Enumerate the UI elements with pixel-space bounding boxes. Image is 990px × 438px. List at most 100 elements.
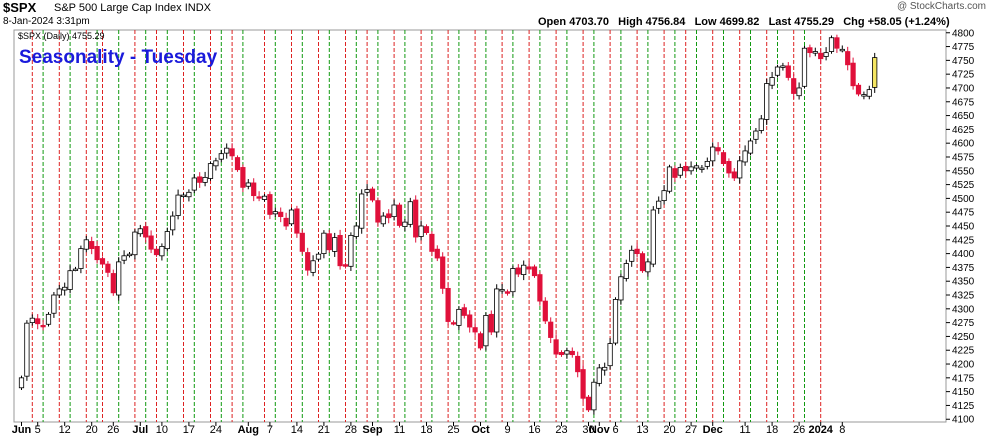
y-tick-label: 4425 <box>952 235 975 246</box>
candle-body <box>213 160 219 167</box>
candle-body <box>850 62 856 87</box>
candle-body <box>396 204 403 226</box>
candle-body <box>526 266 532 270</box>
x-tick-label: 26 <box>107 424 119 436</box>
candle-body <box>645 261 651 273</box>
candle-body <box>18 377 25 389</box>
y-tick-label: 4150 <box>952 387 975 398</box>
candle-body <box>591 381 597 411</box>
candle-body <box>342 264 349 267</box>
y-tick-label: 4675 <box>952 97 975 108</box>
candle-body <box>623 263 629 279</box>
candle-body <box>791 78 797 94</box>
candle-body <box>29 317 35 324</box>
x-tick-label: 10 <box>156 424 168 436</box>
candle-body <box>834 37 840 49</box>
candle-body <box>845 51 851 66</box>
candle-body <box>386 213 392 219</box>
candle-body <box>116 261 122 296</box>
date-label: 8-Jan-2024 3:31pm <box>3 16 90 27</box>
candle-body <box>753 130 759 140</box>
candle-body <box>467 314 473 328</box>
candle-body <box>855 84 862 95</box>
candles <box>18 34 878 415</box>
candle-body <box>764 83 770 120</box>
candle-body <box>521 264 527 275</box>
ohlc-readout: Open 4703.70 High 4756.84 Low 4699.82 La… <box>538 16 950 28</box>
candle-body <box>72 268 79 271</box>
candle-body <box>218 153 224 160</box>
candle-body <box>402 221 408 227</box>
candle-body <box>418 225 424 237</box>
candle-body <box>445 287 451 322</box>
candle-body <box>872 57 878 88</box>
candle-body <box>720 152 727 165</box>
candle-body <box>494 288 500 333</box>
candle-body <box>704 161 710 167</box>
candle-body <box>602 366 608 371</box>
candle-body <box>774 66 781 76</box>
x-tick-label: 18 <box>420 424 432 436</box>
x-tick-label: Nov <box>589 424 611 436</box>
series-legend: $SPX (Daily) 4755.29 <box>18 31 105 41</box>
y-tick-label: 4725 <box>952 70 975 81</box>
candle-body <box>461 307 467 316</box>
x-tick-label: 18 <box>766 424 778 436</box>
candle-body <box>175 194 181 216</box>
y-tick-label: 4500 <box>952 194 975 205</box>
y-tick-label: 4100 <box>952 415 975 426</box>
candle-body <box>240 167 246 188</box>
x-tick-label: 17 <box>183 424 195 436</box>
candle-body <box>202 177 208 183</box>
candle-body <box>499 289 505 292</box>
candle-body <box>629 249 635 262</box>
candle-body <box>186 191 192 198</box>
y-tick-label: 4600 <box>952 139 975 150</box>
tuesday-lines <box>31 30 822 422</box>
candle-body <box>56 288 62 296</box>
x-tick-label: 12 <box>59 424 71 436</box>
candle-body <box>380 215 386 225</box>
candle-body <box>429 233 435 252</box>
x-tick-label: 20 <box>86 424 98 436</box>
candle-body <box>747 140 754 154</box>
candle-body <box>450 322 457 325</box>
candle-body <box>261 195 268 200</box>
candle-body <box>224 147 230 154</box>
x-tick-label: 16 <box>528 424 540 436</box>
candle-body <box>510 268 516 293</box>
x-tick-label: 21 <box>318 424 330 436</box>
candle-body <box>558 352 565 356</box>
candle-body <box>488 313 494 333</box>
x-tick-label: Dec <box>703 424 723 436</box>
y-tick-label: 4350 <box>952 277 975 288</box>
candle-body <box>251 182 257 197</box>
candle-body <box>310 260 316 273</box>
index-name: S&P 500 Large Cap Index INDX <box>54 2 211 14</box>
x-tick-label: 24 <box>210 424 222 436</box>
y-tick-label: 4475 <box>952 208 975 219</box>
y-tick-label: 4200 <box>952 360 975 371</box>
candle-body <box>796 87 802 97</box>
candle-body <box>89 241 95 250</box>
candle-body <box>683 165 689 172</box>
candle-body <box>504 291 511 294</box>
watermark: @ StockCharts.com <box>896 1 986 12</box>
candle-body <box>639 253 646 272</box>
x-tick-label: 9 <box>504 424 510 436</box>
candle-body <box>359 193 365 229</box>
candle-body <box>256 196 262 199</box>
y-tick-label: 4775 <box>952 42 975 53</box>
candle-body <box>742 150 748 163</box>
candle-body <box>731 171 737 179</box>
candle-body <box>553 339 559 355</box>
candle-body <box>45 313 52 325</box>
candle-body <box>62 286 68 291</box>
candle-body <box>672 168 678 178</box>
x-tick-label: 8 <box>839 424 845 436</box>
candle-body <box>267 194 273 215</box>
candle-body <box>272 211 278 215</box>
candle-body <box>137 228 143 235</box>
x-tick-label: 28 <box>345 424 357 436</box>
symbol-label: $SPX <box>3 0 37 15</box>
